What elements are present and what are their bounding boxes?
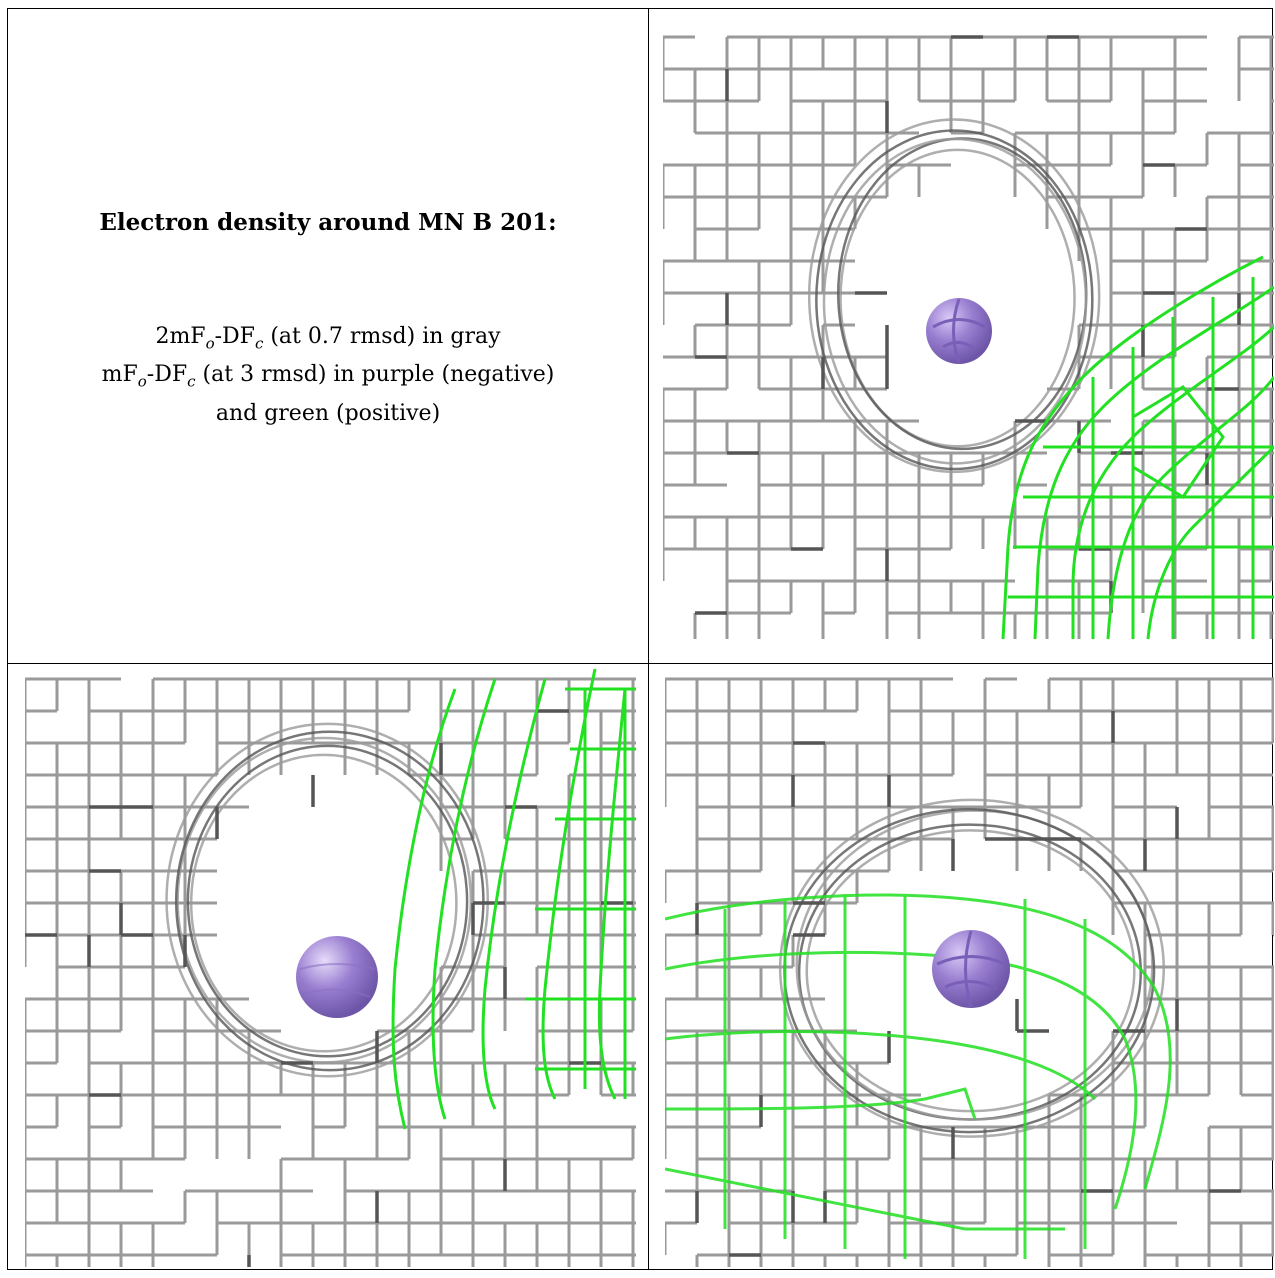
figure-title: Electron density around MN B 201: (99, 209, 557, 236)
figure-grid: Electron density around MN B 201: 2mFo-D… (7, 8, 1274, 1270)
mn-atom (926, 298, 992, 364)
density-view-top-right (663, 27, 1274, 639)
density-view-bottom-right (665, 669, 1274, 1267)
mesh-image-1 (663, 35, 1274, 639)
mesh-image-2 (25, 669, 636, 1267)
legend-text: 2mFo-DFc (at 0.7 rmsd) in gray mFo-DFc (… (8, 321, 648, 430)
mesh-image-3 (665, 677, 1274, 1267)
green-mesh (1001, 255, 1274, 639)
legend-line-2: mFo-DFc (at 3 rmsd) in purple (negative) (101, 362, 555, 391)
legend-line-3: and green (positive) (215, 400, 441, 426)
gray-mesh (663, 35, 1274, 639)
horizontal-divider (8, 663, 1272, 664)
mn-atom (932, 930, 1010, 1008)
gray-mesh (25, 677, 636, 1267)
green-mesh (665, 893, 1172, 1259)
density-view-bottom-left (25, 669, 636, 1267)
caption-panel: Electron density around MN B 201: 2mFo-D… (8, 9, 648, 663)
green-mesh (391, 669, 636, 1130)
vertical-divider (648, 9, 649, 1269)
mn-atom (296, 936, 378, 1018)
legend-line-1: 2mFo-DFc (at 0.7 rmsd) in gray (155, 324, 501, 353)
